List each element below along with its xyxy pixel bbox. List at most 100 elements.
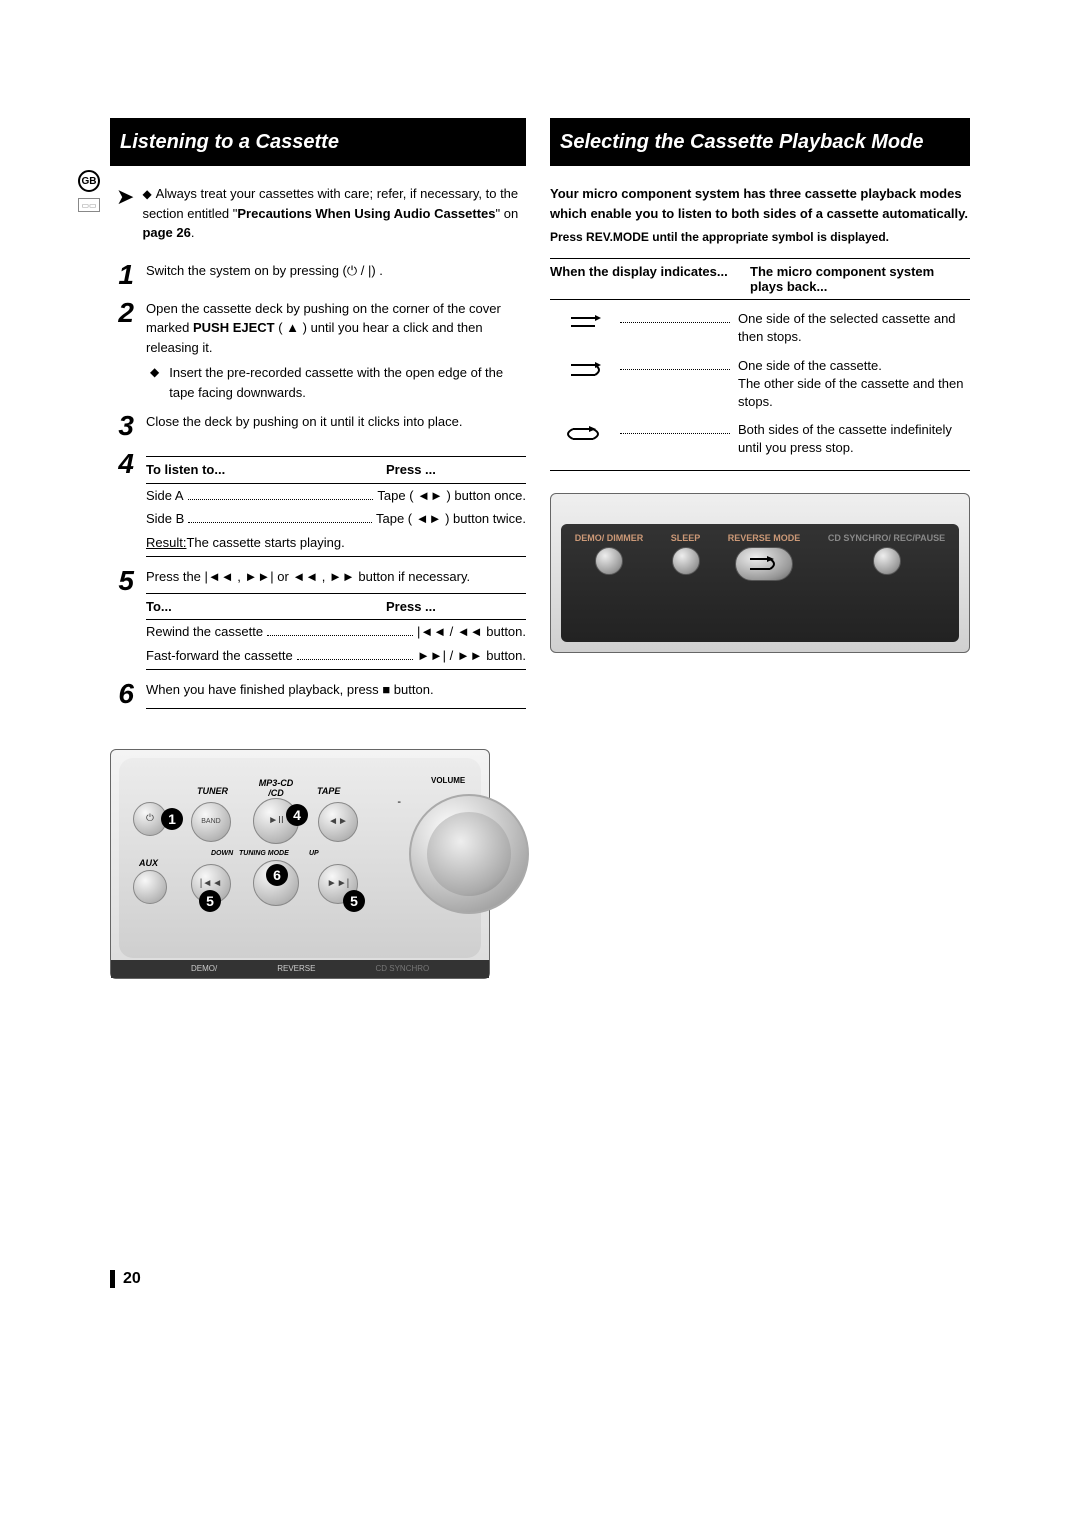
mode-row-1: One side of the selected cassette and th… — [550, 310, 970, 346]
mode-1-desc: One side of the selected cassette and th… — [738, 310, 970, 346]
callout-4: 4 — [286, 804, 308, 826]
mode-loop-icon — [550, 421, 620, 445]
band-button[interactable]: BAND — [191, 802, 231, 842]
note-text-2: " on — [496, 206, 519, 221]
arrow-icon: ➤ — [116, 184, 134, 243]
step-5-header-1: To... — [146, 597, 386, 617]
step-5-r1b: |◄◄ / ◄◄ button. — [417, 622, 526, 642]
step-3: 3 Close the deck by pushing on it until … — [110, 412, 526, 440]
mode-2-desc-b: The other side of the cassette and then … — [738, 375, 970, 411]
demo-bottom-label: DEMO/ — [191, 964, 217, 973]
reverse-mode-label: REVERSE MODE — [728, 534, 801, 544]
step-4-r1a: Side A — [146, 486, 184, 506]
mode-oneside-icon — [550, 310, 620, 332]
caution-note: ➤ ◆Always treat your cassettes with care… — [116, 184, 526, 243]
step-5-r2b: ►►| / ►► button. — [417, 646, 526, 666]
mode-header-1: When the display indicates... — [550, 264, 750, 294]
note-period: . — [191, 225, 195, 240]
gb-circle: GB — [78, 170, 100, 192]
demo-dimmer-label: DEMO/ DIMMER — [575, 534, 644, 544]
step-5-text-a: Press the — [146, 569, 205, 584]
step-5-text-c: button if necessary. — [358, 569, 470, 584]
step-5: 5 Press the |◄◄ , ►►| or ◄◄ , ►► button … — [110, 567, 526, 670]
result-text: The cassette starts playing. — [186, 533, 344, 553]
sleep-button[interactable] — [672, 547, 700, 575]
leader-dots — [297, 648, 413, 660]
right-heading: Selecting the Cassette Playback Mode — [550, 118, 970, 166]
demo-dimmer-button[interactable] — [595, 547, 623, 575]
fastfwd-icon: ►► — [329, 569, 355, 584]
step-4-r1b: Tape ( ◄► ) button once. — [377, 486, 526, 506]
panel-bottom-bar: DEMO/ REVERSE CD SYNCHRO — [111, 960, 489, 978]
stop-icon: ■ — [382, 682, 390, 697]
step-2-sub: Insert the pre-recorded cassette with th… — [169, 363, 526, 402]
step-number: 3 — [110, 412, 134, 440]
tape-icon: ▭▭ — [78, 198, 100, 212]
step-4: 4 To listen to... Press ... Side A Tape … — [110, 450, 526, 557]
mode-header-2: The micro component system plays back... — [750, 264, 970, 294]
step-2-bold: PUSH EJECT — [193, 320, 275, 335]
volume-label: VOLUME — [431, 776, 465, 785]
right-subtext: Press REV.MODE until the appropriate sym… — [550, 230, 970, 244]
rewind-icon: ◄◄ — [292, 569, 318, 584]
aux-button[interactable] — [133, 870, 167, 904]
step-5-header-2: Press ... — [386, 597, 526, 617]
step-number: 1 — [110, 261, 134, 289]
up-label: UP — [309, 850, 319, 857]
mode-3-desc: Both sides of the cassette indefinitely … — [738, 421, 970, 457]
diamond-icon: ◆ — [142, 187, 151, 201]
reverse-bottom-label: REVERSE — [277, 964, 315, 973]
step-1: 1 Switch the system on by pressing (⏻ / … — [110, 261, 526, 289]
step-1-text: Switch the system on by pressing — [146, 263, 339, 278]
sleep-label: SLEEP — [671, 534, 701, 544]
left-heading: Listening to a Cassette — [110, 118, 526, 166]
next-track-icon: ►►| — [245, 569, 274, 584]
callout-6: 6 — [266, 864, 288, 886]
step-5-text-b: or — [277, 569, 292, 584]
tape-direction-button[interactable]: ◄► — [318, 802, 358, 842]
language-badge: GB ▭▭ — [74, 170, 104, 212]
step-number: 2 — [110, 299, 134, 327]
step-number: 6 — [110, 680, 134, 708]
mode-bothside-icon — [550, 357, 620, 381]
note-page: page 26 — [142, 225, 190, 240]
step-5-r1a: Rewind the cassette — [146, 622, 263, 642]
right-column: Selecting the Cassette Playback Mode You… — [550, 118, 970, 979]
cdsync-recpause-label: CD SYNCHRO/ REC/PAUSE — [828, 534, 945, 544]
device-panel-right: DEMO/ DIMMER SLEEP REVERSE MODE — [550, 493, 970, 653]
mp3cd-label: MP3-CD /CD — [251, 778, 301, 798]
result-label: Result: — [146, 533, 186, 553]
aux-label: AUX — [139, 858, 158, 868]
step-6-text: When you have finished playback, press — [146, 682, 382, 697]
mode-2-desc-a: One side of the cassette. — [738, 357, 970, 375]
device-panel-left: TUNER MP3-CD /CD TAPE VOLUME AUX DOWN TU… — [110, 749, 490, 979]
power-icon: (⏻ / |) . — [343, 261, 383, 281]
step-4-r2a: Side B — [146, 509, 184, 529]
step-3-text: Close the deck by pushing on it until it… — [146, 412, 526, 432]
volume-knob[interactable] — [409, 794, 529, 914]
reverse-mode-button[interactable] — [735, 547, 793, 581]
prev-track-icon: |◄◄ — [205, 569, 234, 584]
leader-dots — [188, 511, 372, 523]
callout-5b: 5 — [343, 890, 365, 912]
callout-5a: 5 — [199, 890, 221, 912]
cdsync-button[interactable] — [873, 547, 901, 575]
step-4-r2b: Tape ( ◄► ) button twice. — [376, 509, 526, 529]
mode-row-2: One side of the cassette. The other side… — [550, 357, 970, 412]
right-intro: Your micro component system has three ca… — [550, 184, 970, 224]
page-number: 20 — [110, 1270, 141, 1288]
left-column: Listening to a Cassette ➤ ◆Always treat … — [110, 118, 526, 979]
minus-label: - — [397, 796, 401, 808]
step-6-text-b: button. — [394, 682, 434, 697]
diamond-icon: ◆ — [150, 363, 159, 402]
leader-dots — [188, 488, 374, 500]
tuner-label: TUNER — [197, 786, 228, 796]
note-italic: Precautions When Using Audio Cassettes — [237, 206, 495, 221]
page-content: Listening to a Cassette ➤ ◆Always treat … — [110, 118, 970, 979]
callout-1: 1 — [161, 808, 183, 830]
step-6: 6 When you have finished playback, press… — [110, 680, 526, 709]
step-number: 4 — [110, 450, 134, 478]
step-number: 5 — [110, 567, 134, 595]
tape-label: TAPE — [317, 786, 340, 796]
step-4-header-2: Press ... — [386, 460, 526, 480]
